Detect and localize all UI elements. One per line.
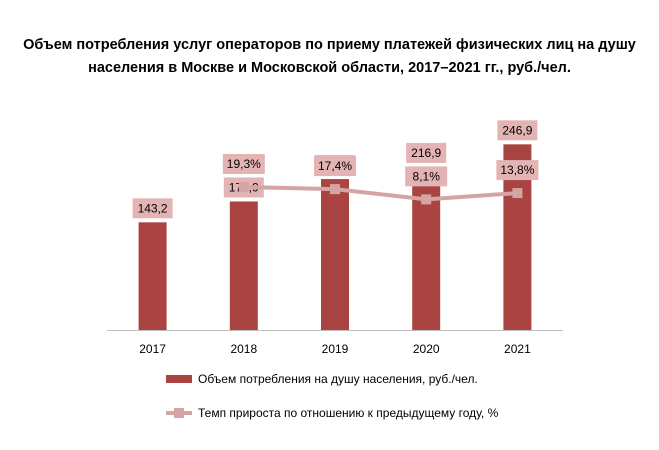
chart-title-line-2: населения в Москве и Московской области,… <box>88 60 571 76</box>
growth-value-label: 17,4% <box>318 159 352 173</box>
legend-item-growth[interactable]: Темп прироста по отношению к предыдущему… <box>166 403 498 423</box>
bar-label-bg <box>497 120 538 141</box>
legend: Объем потребления на душу населения, руб… <box>166 369 498 437</box>
growth-value-label: 19,3% <box>227 157 261 171</box>
chart-title-line-1: Объем потребления услуг операторов по пр… <box>23 37 636 53</box>
legend-label-volume: Объем потребления на душу населения, руб… <box>198 372 478 386</box>
growth-line <box>243 185 518 202</box>
bar-label-bg <box>406 142 447 163</box>
legend-label-growth: Темп прироста по отношению к предыдущему… <box>198 406 499 420</box>
growth-label-bg <box>405 166 448 187</box>
bar-value-label: 143,2 <box>138 201 168 215</box>
growth-value-label: 13,8% <box>500 163 534 177</box>
x-tick-label: 2018 <box>230 342 257 356</box>
chart-title: Объем потребления услуг операторов по пр… <box>10 34 649 80</box>
bar <box>321 179 349 330</box>
growth-value-label: 8,1% <box>413 169 441 183</box>
legend-line-swatch <box>166 408 192 418</box>
bar <box>412 166 441 330</box>
x-tick-label: 2021 <box>504 342 531 356</box>
x-tick-label: 2020 <box>413 342 440 356</box>
bar <box>138 222 167 330</box>
growth-label-bg <box>314 156 356 177</box>
growth-label-bg <box>222 154 265 175</box>
x-tick-label: 2019 <box>322 342 349 356</box>
bar <box>229 201 258 330</box>
growth-marker <box>421 194 432 205</box>
growth-marker <box>330 184 340 195</box>
bar-value-label: 216,9 <box>411 146 441 160</box>
legend-item-volume[interactable]: Объем потребления на душу населения, руб… <box>166 369 498 389</box>
growth-label-bg <box>496 160 539 181</box>
x-tick-label: 2017 <box>139 342 166 356</box>
legend-bar-swatch <box>166 375 192 383</box>
bar-label-bg <box>132 198 173 219</box>
growth-marker <box>512 188 523 199</box>
bar-value-label: 246,9 <box>502 123 532 137</box>
growth-marker <box>238 182 249 193</box>
